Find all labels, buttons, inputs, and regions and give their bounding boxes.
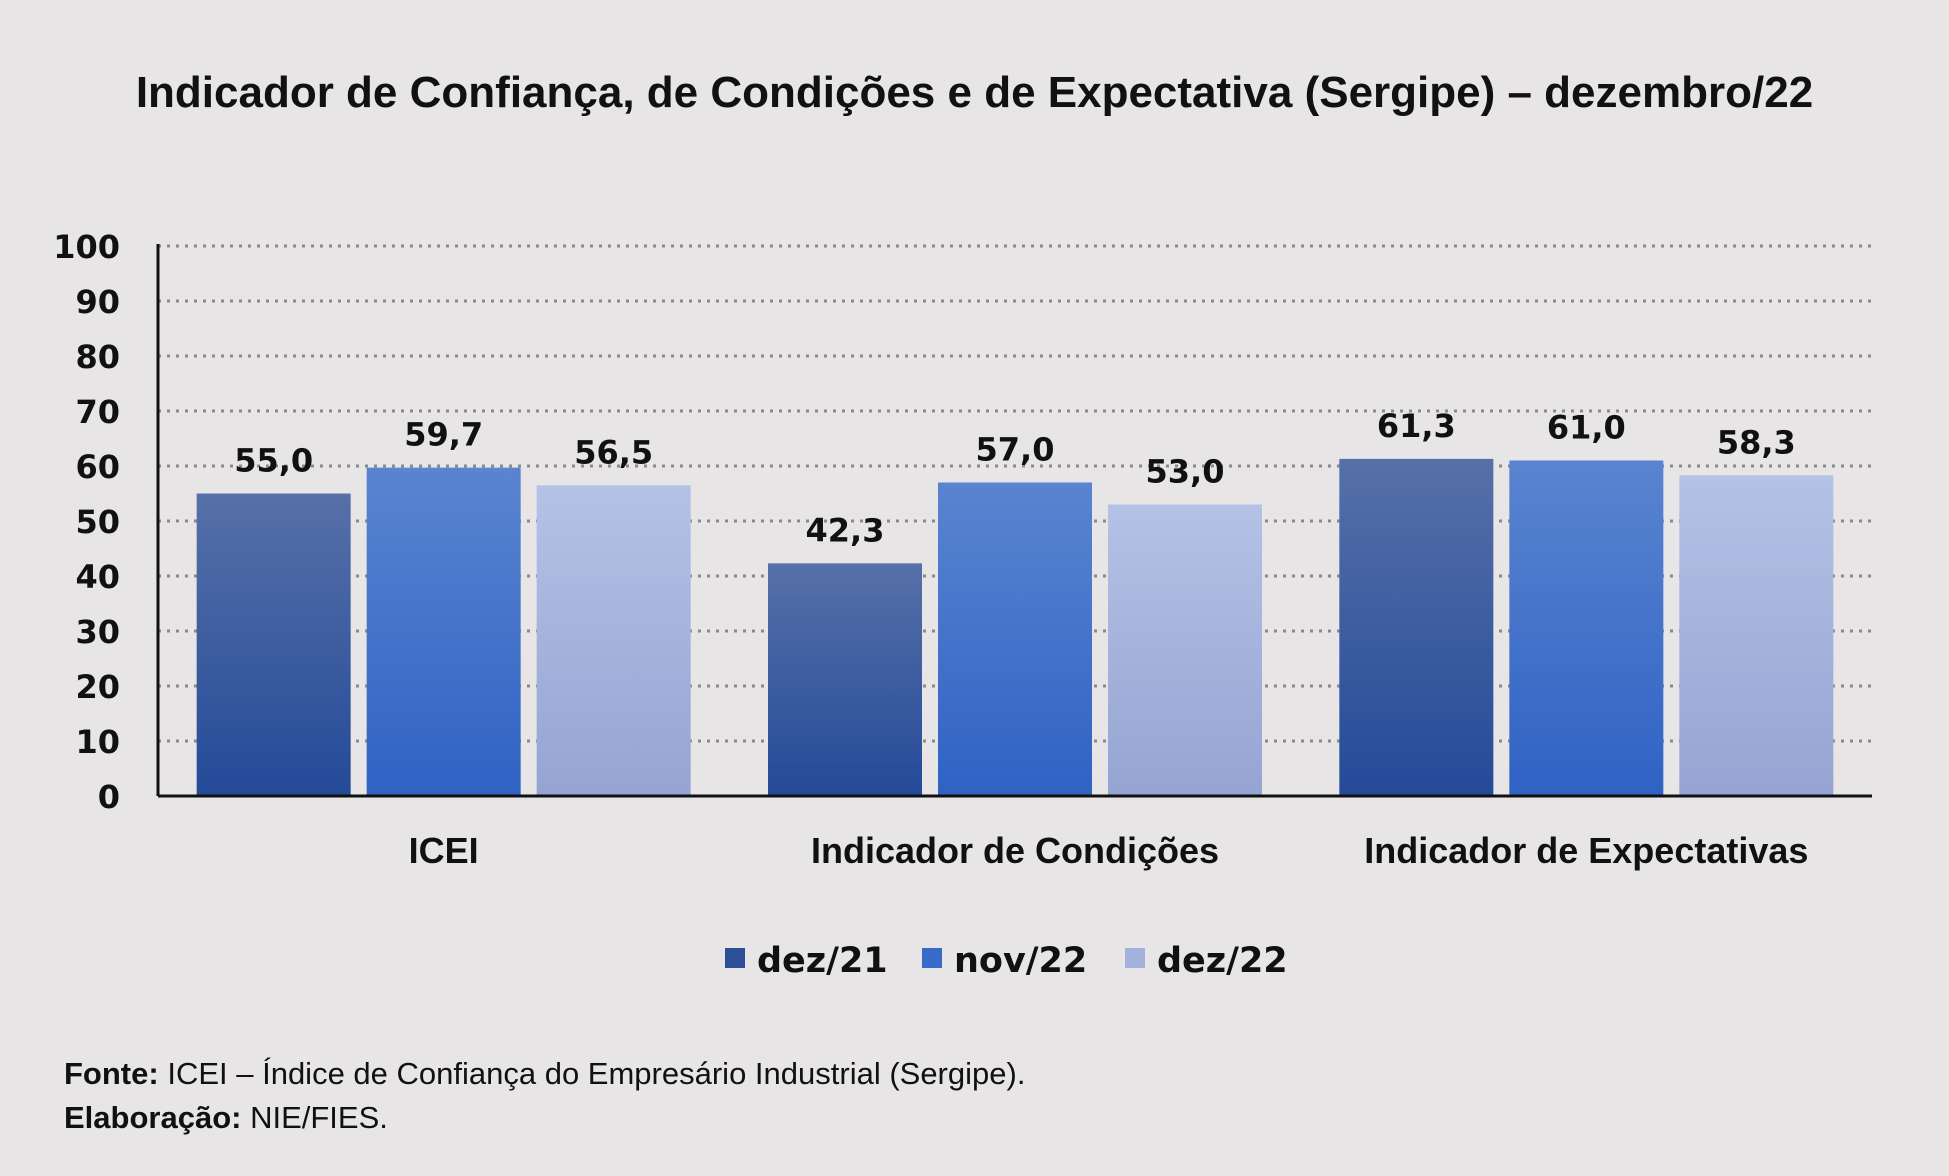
y-tick-label: 100 [53, 228, 120, 266]
y-tick-label: 10 [75, 723, 120, 761]
x-category-label: Indicador de Condições [811, 830, 1219, 871]
credit-line: Elaboração: NIE/FIES. [64, 1096, 1025, 1140]
y-tick-label: 70 [75, 393, 120, 431]
bar-dez-21-0 [196, 493, 351, 796]
bar-nov-22-1 [938, 482, 1092, 796]
y-tick-label: 90 [75, 283, 120, 321]
data-label: 61,3 [1377, 407, 1456, 445]
credit-text: NIE/FIES. [250, 1100, 388, 1135]
legend: dez/21 nov/22 dez/22 [725, 941, 1288, 981]
data-label: 42,3 [806, 511, 885, 549]
bar-dez-22-2 [1679, 475, 1834, 796]
y-tick-label: 30 [75, 613, 120, 651]
y-tick-label: 80 [75, 338, 120, 376]
bar-nov-22-0 [366, 467, 521, 796]
bar-nov-22-2 [1509, 460, 1664, 796]
y-tick-label: 20 [75, 668, 120, 706]
labels: 0 10 20 30 40 50 60 70 80 90 100 55,0 59,7 56,5 ICEI 42… [53, 228, 1808, 871]
data-label: 56,5 [574, 433, 653, 471]
legend-label: dez/21 [757, 941, 888, 981]
data-label: 55,0 [234, 442, 313, 480]
footer: Fonte: ICEI – Índice de Confiança do Emp… [64, 1052, 1025, 1140]
y-tick-label: 60 [75, 448, 120, 486]
legend-label: nov/22 [954, 941, 1087, 981]
legend-label: dez/22 [1157, 941, 1288, 981]
x-category-label: ICEI [409, 830, 479, 871]
bar-dez-21-2 [1339, 458, 1494, 796]
axes [156, 244, 1872, 798]
data-label: 61,0 [1547, 409, 1626, 447]
source-text: ICEI – Índice de Confiança do Empresário… [167, 1056, 1026, 1091]
source-label: Fonte: [64, 1056, 159, 1091]
x-category-label: Indicador de Expectativas [1364, 830, 1808, 871]
y-tick-label: 0 [98, 778, 120, 816]
y-tick-label: 50 [75, 503, 120, 541]
bars [196, 458, 1834, 796]
data-label: 53,0 [1146, 453, 1225, 491]
legend-swatch [725, 948, 745, 968]
bar-dez-21-1 [768, 563, 922, 796]
legend-swatch [1125, 948, 1145, 968]
data-label: 58,3 [1717, 423, 1796, 461]
bar-dez-22-1 [1108, 504, 1262, 796]
credit-label: Elaboração: [64, 1100, 242, 1135]
data-label: 57,0 [976, 431, 1055, 469]
data-label: 59,7 [404, 416, 483, 454]
y-tick-label: 40 [75, 558, 120, 596]
legend-swatch [922, 948, 942, 968]
chart-title: Indicador de Confiança, de Condições e d… [135, 68, 1814, 117]
bar-dez-22-0 [536, 485, 691, 796]
source-line: Fonte: ICEI – Índice de Confiança do Emp… [64, 1052, 1025, 1096]
